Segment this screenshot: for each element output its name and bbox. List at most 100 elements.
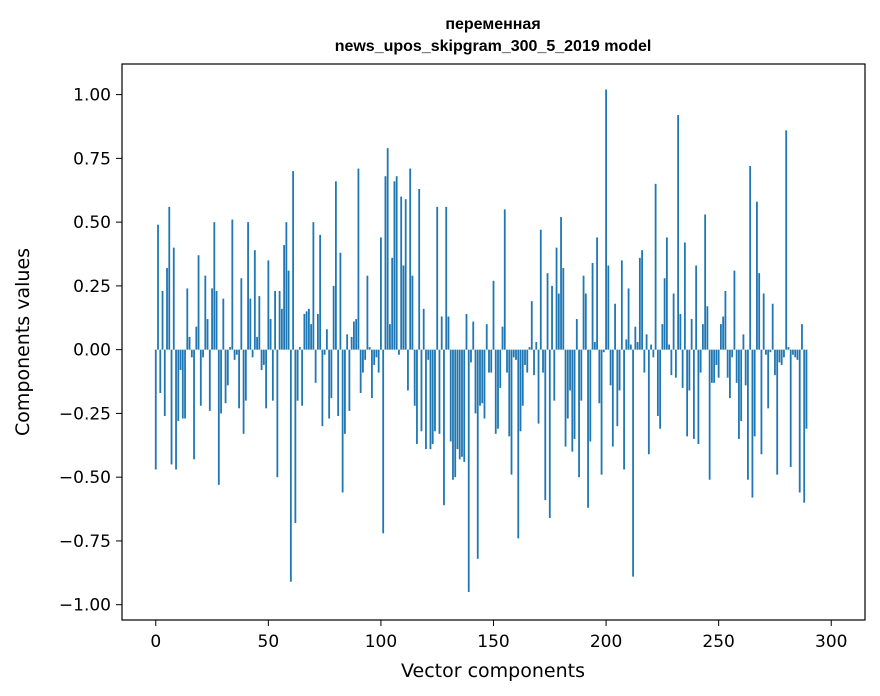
bar [305, 311, 308, 350]
bar [458, 349, 461, 460]
bar [569, 349, 571, 391]
bar [490, 349, 493, 373]
bar [461, 349, 463, 457]
bar [488, 349, 490, 373]
bar [298, 347, 301, 350]
bar [485, 324, 488, 350]
bar [756, 201, 758, 350]
bar [792, 349, 794, 355]
bar [226, 349, 229, 386]
bar [159, 349, 162, 394]
bar [704, 214, 707, 350]
bar [362, 349, 364, 373]
bar [794, 349, 797, 358]
y-tick-label: −1.00 [59, 596, 111, 616]
bar [555, 247, 558, 350]
bar [785, 130, 788, 350]
x-tick-label: 200 [590, 632, 622, 652]
bar [380, 237, 382, 350]
bar [735, 349, 738, 383]
bar [278, 290, 281, 350]
bar [289, 349, 292, 582]
bar [303, 313, 306, 350]
bar [787, 347, 790, 350]
bar [440, 316, 443, 350]
bar [323, 349, 326, 355]
bar [355, 319, 358, 350]
bar [758, 273, 761, 350]
bar [224, 349, 227, 404]
bar [454, 349, 457, 478]
bar [425, 349, 427, 450]
bar [348, 349, 351, 411]
y-tick-label: 1.00 [73, 86, 111, 106]
x-axis-label: Vector components [401, 660, 585, 682]
bar [422, 308, 425, 350]
bar [584, 293, 587, 350]
bar [618, 349, 621, 391]
bar [731, 349, 734, 358]
bar [215, 290, 218, 350]
bar [692, 349, 695, 439]
bar [429, 349, 432, 450]
bar [771, 303, 774, 350]
bar [283, 245, 286, 350]
bar [375, 349, 378, 358]
bar [366, 275, 369, 350]
bar [796, 349, 799, 360]
bar [623, 349, 625, 470]
y-tick-label: 0.00 [73, 341, 111, 361]
x-tick-label: 300 [815, 632, 847, 652]
bar [564, 349, 567, 447]
bar [197, 255, 200, 350]
bar [526, 349, 529, 373]
bar [334, 181, 337, 350]
bar [553, 349, 556, 401]
bar [524, 349, 526, 365]
bar [413, 349, 416, 406]
bar [602, 349, 605, 353]
bar [402, 265, 405, 350]
bar [688, 349, 691, 391]
bar [409, 168, 412, 350]
bar [154, 349, 157, 470]
bar [535, 342, 538, 350]
bar [476, 349, 479, 559]
bar [650, 344, 653, 350]
bar [733, 270, 736, 350]
bar [566, 349, 569, 419]
bar [339, 252, 342, 350]
bar [537, 349, 540, 424]
bar [726, 349, 729, 378]
bar [591, 262, 594, 350]
bar [301, 349, 304, 406]
bar [661, 324, 664, 350]
chart-title-line-2: news_upos_skipgram_300_5_2019 model [335, 38, 652, 55]
bar [420, 349, 423, 432]
bar [751, 349, 754, 498]
bar [681, 349, 684, 388]
bar [411, 275, 414, 350]
bar [596, 237, 598, 350]
bar [701, 324, 704, 350]
bar [607, 265, 610, 350]
bar [778, 349, 781, 363]
y-tick-label: −0.25 [59, 404, 111, 424]
bar [517, 349, 520, 539]
bar [276, 349, 279, 478]
bar [247, 222, 249, 350]
bar [776, 349, 779, 475]
bar [447, 316, 450, 350]
bar [319, 234, 322, 350]
bar [312, 222, 315, 350]
bar [235, 349, 238, 355]
bar [609, 349, 612, 386]
bar [168, 206, 171, 350]
bar [780, 349, 783, 365]
bar [330, 349, 333, 399]
bar [605, 89, 607, 350]
bar [386, 148, 389, 350]
bar [416, 349, 418, 445]
bar [344, 349, 346, 434]
bar [674, 349, 677, 378]
